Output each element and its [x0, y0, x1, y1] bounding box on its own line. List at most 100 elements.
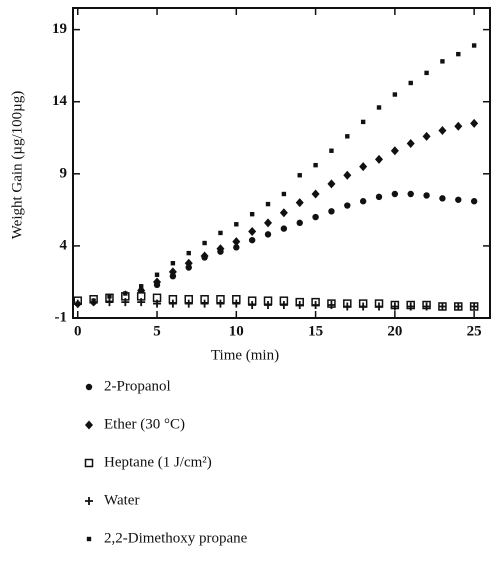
plot-frame — [72, 7, 491, 319]
point — [439, 195, 446, 202]
point — [327, 179, 336, 189]
x-tick-label: 15 — [308, 323, 323, 339]
point — [153, 299, 162, 308]
legend-marker — [86, 536, 92, 542]
point — [327, 301, 336, 310]
point — [456, 51, 461, 57]
point — [121, 298, 130, 307]
point — [375, 193, 383, 201]
point — [406, 139, 415, 149]
point — [422, 302, 431, 311]
y-tick-label: 4 — [60, 237, 68, 253]
point — [249, 211, 255, 217]
point — [184, 258, 193, 268]
point — [297, 173, 302, 178]
point — [406, 302, 415, 311]
legend-label: Ether (30 °C) — [104, 416, 185, 432]
point — [471, 43, 477, 48]
point — [216, 244, 225, 254]
point — [408, 80, 413, 86]
legend-label: Water — [104, 492, 139, 508]
point — [359, 302, 368, 311]
point — [137, 298, 146, 307]
point — [440, 59, 445, 64]
point — [123, 291, 128, 296]
point — [312, 213, 319, 221]
point — [281, 191, 287, 197]
point — [375, 302, 384, 311]
point — [91, 298, 96, 303]
point — [375, 154, 384, 164]
point — [376, 105, 382, 110]
point — [359, 162, 368, 172]
point — [311, 189, 320, 199]
point — [295, 198, 304, 208]
point — [359, 198, 367, 205]
legend-label: 2-Propanol — [104, 378, 171, 394]
point — [422, 131, 431, 141]
x-tick-label: 10 — [229, 323, 244, 339]
point — [470, 118, 479, 128]
point — [454, 302, 463, 311]
point — [470, 302, 479, 311]
point — [390, 302, 399, 311]
x-axis-label: Time (min) — [211, 347, 279, 363]
legend-marker — [85, 420, 93, 430]
y-axis-label: Weight Gain (µg/100µg) — [9, 91, 25, 240]
point — [311, 301, 320, 310]
legend-marker — [84, 458, 94, 468]
legend-label: Heptane (1 J/cm²) — [104, 454, 212, 470]
y-tick-label: 9 — [60, 165, 68, 181]
point — [186, 250, 191, 256]
point — [345, 134, 350, 139]
point — [392, 92, 398, 97]
point — [391, 190, 399, 198]
point — [233, 244, 240, 251]
point — [218, 230, 223, 236]
y-tick-label: 14 — [52, 93, 68, 109]
point — [423, 192, 430, 199]
point — [248, 226, 257, 236]
point — [216, 299, 225, 308]
point — [343, 170, 352, 180]
point — [202, 240, 207, 246]
point — [200, 299, 209, 308]
point — [264, 301, 273, 310]
x-tick-label: 25 — [467, 323, 482, 339]
point — [232, 237, 241, 247]
point — [200, 251, 209, 261]
point — [280, 225, 288, 232]
point — [170, 261, 176, 266]
point — [470, 198, 478, 205]
y-tick-label: 19 — [52, 21, 67, 37]
point — [407, 190, 414, 198]
x-tick-label: 5 — [153, 323, 161, 339]
point — [328, 208, 335, 215]
point — [138, 284, 144, 289]
x-tick-label: 0 — [74, 323, 82, 339]
point — [313, 162, 318, 168]
point — [105, 298, 114, 307]
point — [424, 70, 429, 76]
point — [279, 301, 288, 310]
point — [295, 301, 304, 310]
point — [360, 119, 366, 125]
y-tick-label: -1 — [55, 309, 68, 325]
point — [154, 272, 160, 277]
point — [438, 126, 447, 136]
point — [107, 294, 112, 299]
point — [265, 201, 271, 207]
point — [234, 222, 239, 227]
x-tick-label: 20 — [387, 323, 402, 339]
point — [264, 231, 272, 238]
point — [153, 277, 162, 287]
point — [296, 219, 303, 227]
point — [344, 202, 351, 209]
legend-marker — [85, 383, 93, 391]
point — [279, 208, 288, 218]
point — [264, 218, 273, 228]
point — [248, 236, 256, 244]
point — [390, 146, 399, 156]
point — [75, 301, 80, 306]
